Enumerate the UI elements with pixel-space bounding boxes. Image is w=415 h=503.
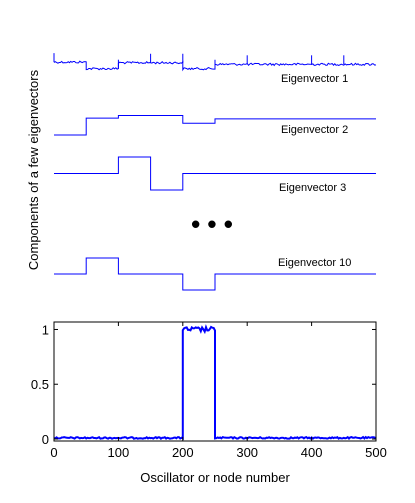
eigenvector-trace [54, 257, 376, 291]
x-axis-label: Oscillator or node number [140, 470, 290, 485]
eigenvector-trace [53, 60, 377, 72]
plot-frame [53, 321, 377, 442]
x-tick-label: 200 [172, 445, 194, 460]
x-tick-label: 300 [236, 445, 258, 460]
gap-marker: • • • [191, 209, 233, 239]
eigenvector-label: Eigenvector 10 [278, 257, 351, 269]
stack-ylabel: Components of a few eigenvectors [26, 69, 41, 270]
x-tick-label: 100 [108, 445, 130, 460]
eigenvector-label: Eigenvector 3 [279, 182, 346, 194]
eigenvector-trace [54, 115, 376, 136]
eigenvector-trace [54, 156, 376, 191]
y-tick-label: 1 [42, 322, 49, 337]
main-series-line [54, 324, 377, 441]
x-tick-label: 500 [365, 445, 387, 460]
x-tick-label: 0 [50, 445, 57, 460]
x-tick-label: 400 [301, 445, 323, 460]
eigenvector-stack-panel: Components of a few eigenvectors • • • E… [26, 53, 377, 291]
y-tick-label: 0 [42, 432, 49, 447]
eigenvector-label: Eigenvector 2 [281, 124, 348, 136]
eigenvector-label: Eigenvector 1 [281, 73, 348, 85]
main-axes-panel: Oscillator or node number 0 100 200 300 400 5… [31, 321, 387, 485]
y-tick-label: 0.5 [31, 377, 49, 392]
